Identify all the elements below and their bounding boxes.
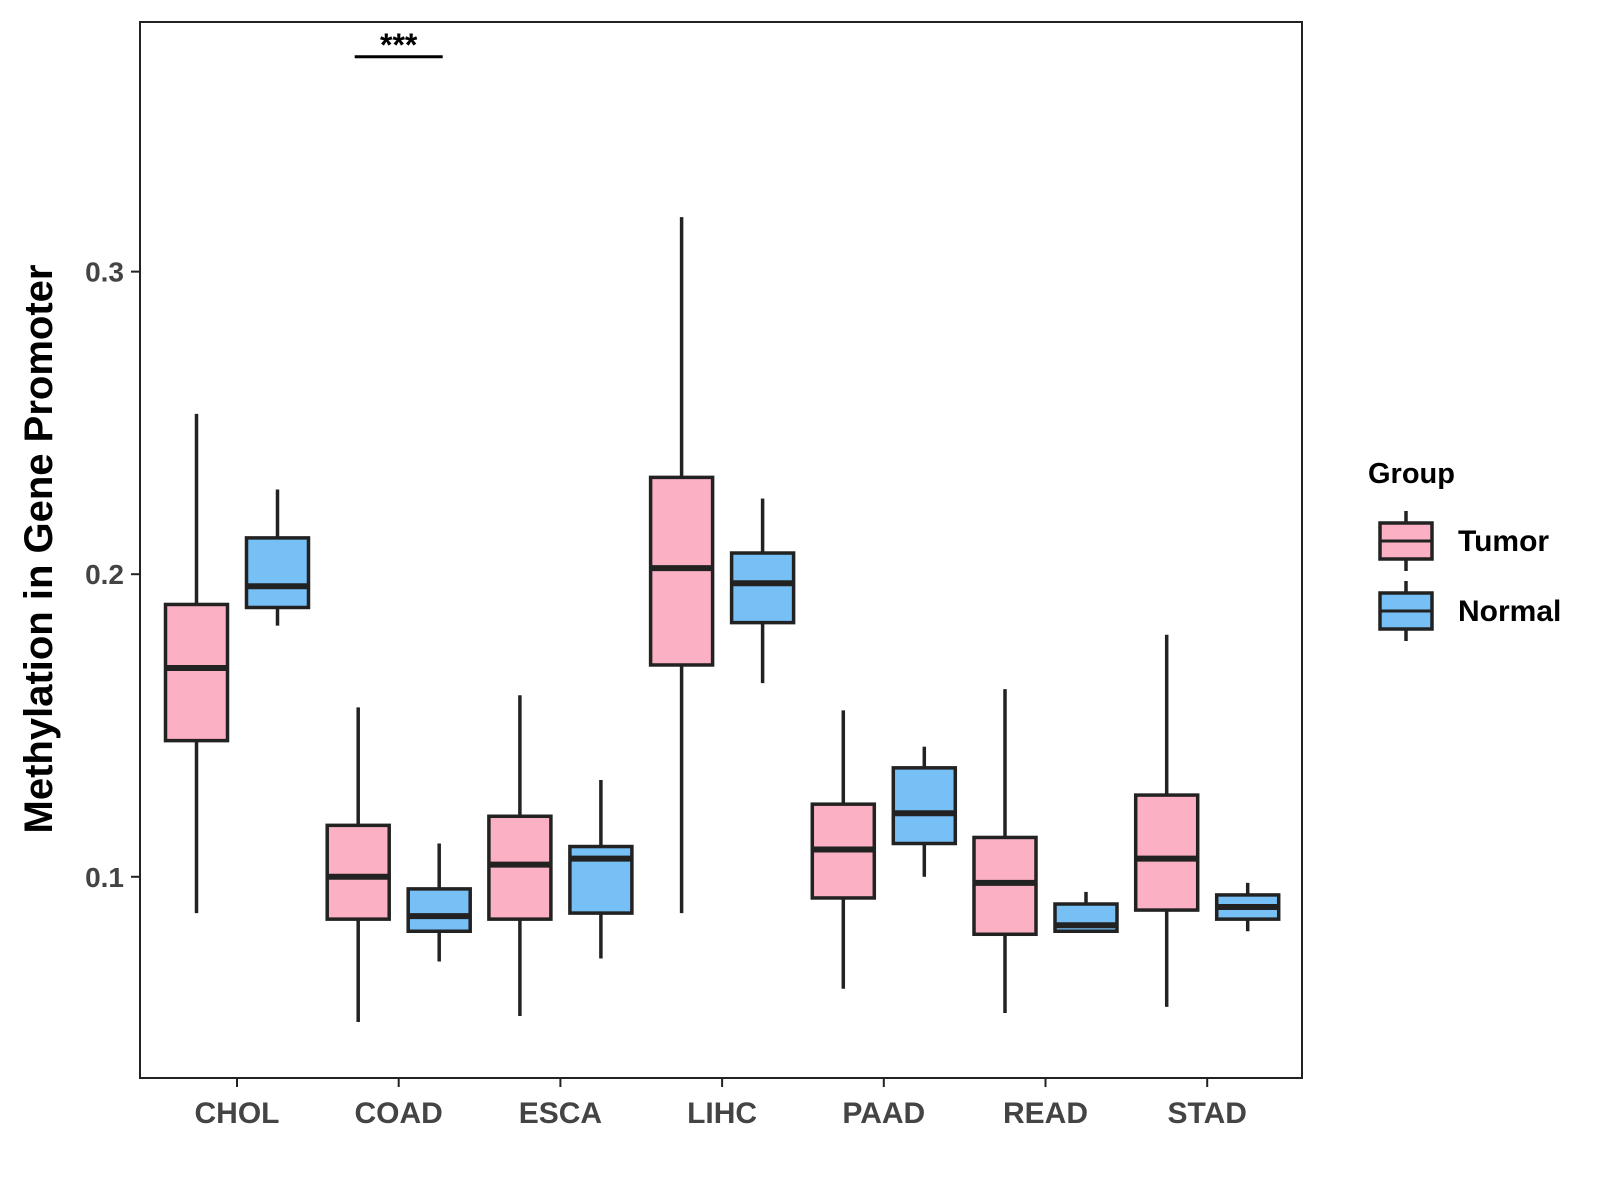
box-iqr: [972, 835, 1038, 937]
annotations-layer: ***: [354, 27, 443, 63]
box-iqr: [325, 823, 391, 921]
box-normal-lihc: [729, 498, 796, 684]
legend: Group Tumor Normal: [1368, 458, 1561, 641]
box-normal-read: [1053, 891, 1119, 933]
significance-label: ***: [380, 27, 418, 63]
box-tumor-chol: [163, 413, 230, 914]
significance-annotation: ***: [354, 27, 443, 63]
box-normal-paad: [891, 746, 958, 877]
box-iqr: [1133, 793, 1200, 912]
box-iqr: [891, 766, 958, 846]
x-tick-label: PAAD: [842, 1097, 925, 1130]
x-tick-label: READ: [1003, 1097, 1088, 1130]
legend-title: Group: [1368, 458, 1455, 490]
box-tumor-read: [972, 689, 1038, 1013]
box-normal-coad: [406, 843, 472, 962]
box-iqr: [406, 887, 472, 933]
box-tumor-lihc: [648, 217, 715, 914]
box-iqr: [487, 814, 553, 921]
box-tumor-coad: [325, 707, 391, 1023]
y-axis: 0.1 0.2 0.3: [85, 257, 140, 893]
box-tumor-stad: [1133, 634, 1200, 1007]
x-tick-label: CHOL: [195, 1097, 280, 1130]
x-axis: CHOL COAD ESCA LIHC PAAD READ STAD: [195, 1078, 1247, 1130]
x-tick-label: COAD: [355, 1097, 443, 1130]
x-tick-label: LIHC: [687, 1097, 757, 1130]
legend-item-normal: Normal: [1378, 581, 1561, 641]
box-normal-stad: [1214, 882, 1281, 932]
box-tumor-esca: [487, 695, 553, 1016]
box-normal-chol: [244, 489, 311, 626]
box-tumor-paad: [810, 710, 877, 989]
x-tick-label: STAD: [1167, 1097, 1246, 1130]
legend-label: Tumor: [1458, 525, 1549, 558]
y-tick-label: 0.3: [85, 257, 124, 288]
plot-panel: [139, 21, 1303, 1079]
box-normal-esca: [568, 779, 634, 959]
box-iqr: [163, 602, 230, 743]
box-iqr: [244, 536, 311, 610]
legend-label: Normal: [1458, 595, 1561, 628]
y-axis-label: Methylation in Gene Promoter: [17, 265, 61, 834]
boxes-layer: [163, 217, 1281, 1023]
box-iqr: [648, 475, 715, 667]
legend-item-tumor: Tumor: [1378, 511, 1549, 571]
y-tick-label: 0.1: [85, 862, 124, 893]
y-tick-label: 0.2: [85, 559, 124, 590]
x-tick-label: ESCA: [519, 1097, 602, 1130]
box-iqr: [729, 551, 796, 625]
